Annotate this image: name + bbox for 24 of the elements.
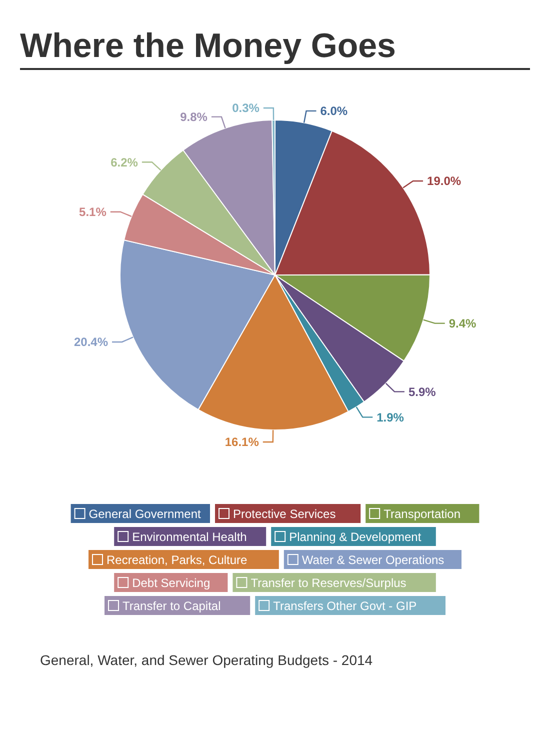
- legend-label: General Government: [88, 507, 202, 521]
- legend-label: Water & Sewer Operations: [302, 553, 444, 567]
- legend-label: Transfer to Capital: [122, 599, 221, 613]
- legend-label: Recreation, Parks, Culture: [106, 553, 248, 567]
- data-label: 16.1%: [224, 435, 260, 450]
- data-label: 0.3%: [232, 101, 260, 116]
- legend-label: Transportation: [384, 507, 461, 521]
- legend-label: Environmental Health: [132, 530, 247, 544]
- data-label: 5.9%: [408, 384, 436, 399]
- data-label: 5.1%: [79, 205, 107, 220]
- data-label: 6.2%: [110, 155, 138, 170]
- data-label: 20.4%: [74, 335, 108, 350]
- data-label: 19.0%: [427, 174, 462, 188]
- legend-label: Planning & Development: [289, 530, 422, 544]
- data-label: 9.4%: [448, 316, 477, 331]
- data-label: 9.8%: [180, 110, 208, 124]
- legend-label: Transfer to Reserves/Surplus: [250, 576, 406, 590]
- legend-label: Protective Services: [233, 507, 336, 521]
- data-label: 1.9%: [376, 410, 404, 424]
- text: General, Water, and Sewer Operating Budgets - 2014: [40, 652, 373, 668]
- chart-title: Where the Money Goes: [20, 27, 396, 65]
- legend-label: Transfers Other Govt - GIP: [273, 599, 417, 613]
- data-label: 6.0%: [320, 104, 348, 118]
- legend-label: Debt Servicing: [132, 576, 210, 590]
